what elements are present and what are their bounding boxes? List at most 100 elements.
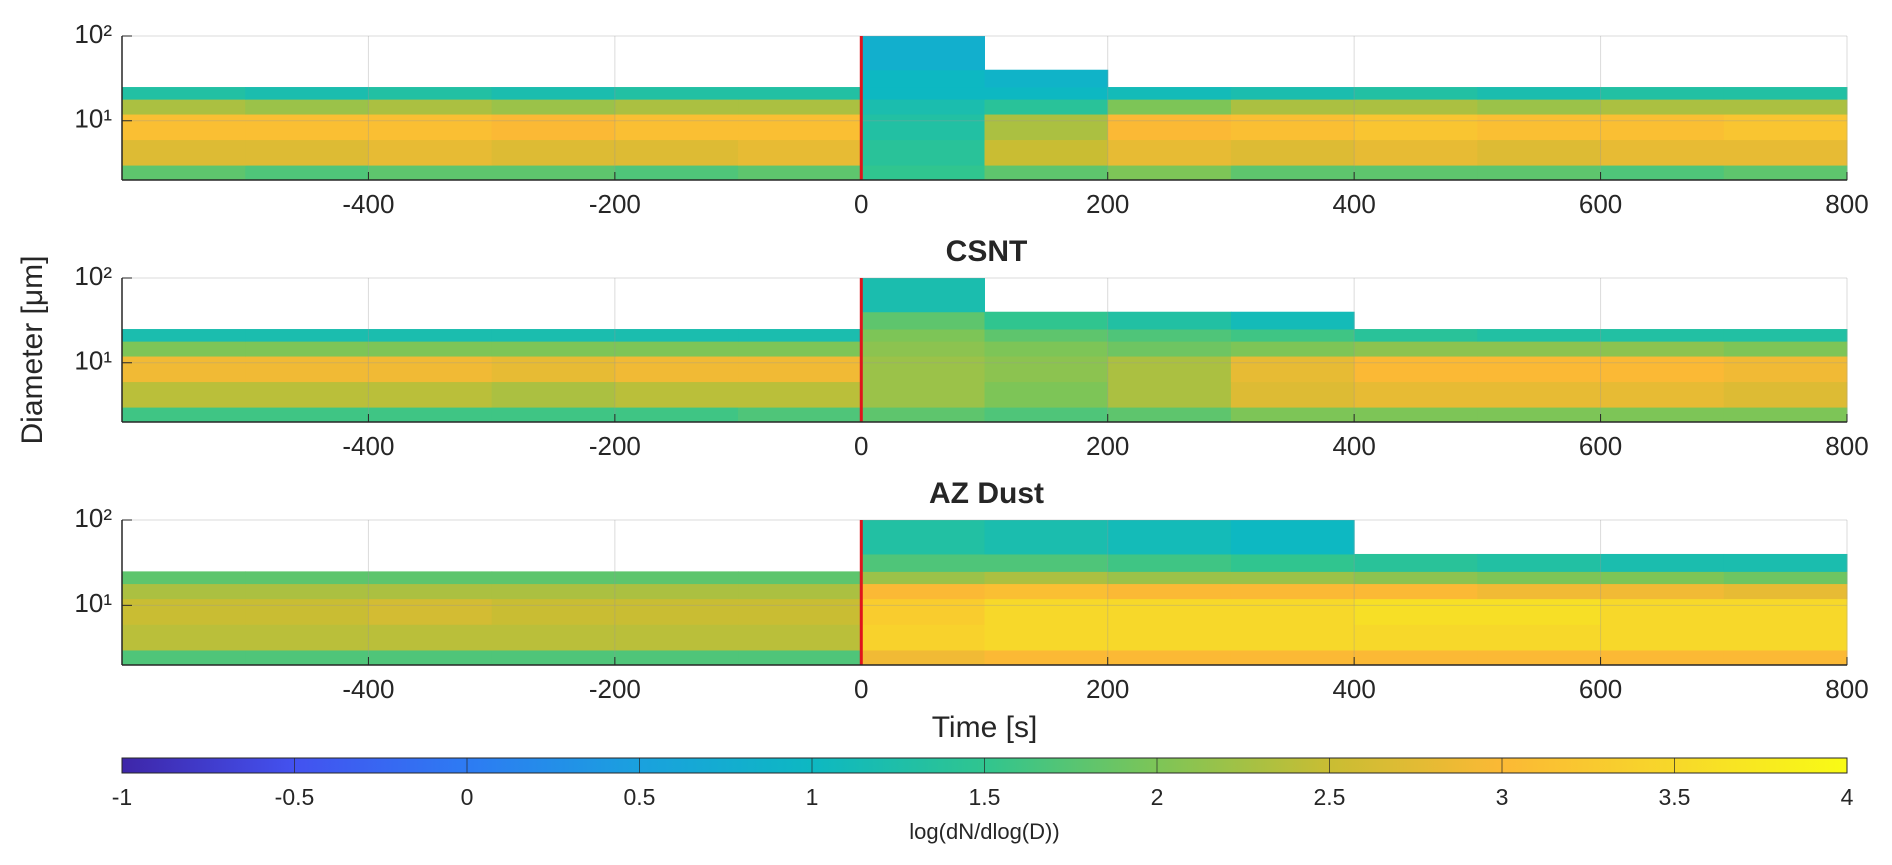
heat-cell xyxy=(368,356,493,383)
x-tick-label: 400 xyxy=(1332,674,1375,704)
heat-cell xyxy=(1723,624,1848,651)
heat-cell xyxy=(122,114,246,141)
heat-cell xyxy=(1723,553,1848,572)
heat-cell xyxy=(984,407,1109,423)
heat-cell xyxy=(1230,407,1355,423)
heat-cell xyxy=(861,381,985,408)
heat-cell xyxy=(1600,87,1725,100)
heat-cell xyxy=(861,520,985,555)
heat-cell xyxy=(368,114,493,141)
heat-cell xyxy=(984,381,1109,408)
x-tick-label: 200 xyxy=(1086,189,1129,219)
heat-cell xyxy=(1723,649,1848,666)
heat-cell xyxy=(1107,114,1232,141)
heat-cell xyxy=(984,165,1109,181)
heat-cell xyxy=(1723,165,1848,181)
heat-cell xyxy=(1354,329,1478,342)
heat-cell xyxy=(614,99,739,115)
heat-cell xyxy=(1723,341,1848,357)
heat-cell xyxy=(1230,571,1355,585)
panel-title: AZ Dust xyxy=(929,477,1044,510)
y-tick-label: 10² xyxy=(74,503,112,533)
heat-cell xyxy=(861,341,985,357)
heat-cell xyxy=(861,99,985,115)
heat-cell xyxy=(491,329,616,342)
heat-cell xyxy=(491,356,616,383)
heat-cell xyxy=(984,311,1109,330)
x-tick-label: 600 xyxy=(1579,189,1622,219)
colorbar-label: log(dN/dlog(D)) xyxy=(909,819,1059,844)
heat-cell xyxy=(861,356,985,383)
heat-cell xyxy=(1354,624,1478,651)
heat-cell xyxy=(1723,407,1848,423)
heat-cell xyxy=(368,583,493,600)
heat-cell xyxy=(738,649,862,666)
heat-cell xyxy=(1600,649,1725,666)
heat-cell xyxy=(122,583,246,600)
heat-cell xyxy=(1354,356,1478,383)
heat-cell xyxy=(1230,624,1355,651)
heat-cell xyxy=(738,356,862,383)
heat-cell xyxy=(245,87,369,100)
heat-cell xyxy=(368,624,493,651)
heat-cell xyxy=(1723,381,1848,408)
heat-cell xyxy=(368,165,493,181)
heat-cell xyxy=(614,341,739,357)
heat-cell xyxy=(1107,329,1232,342)
heat-cell xyxy=(861,69,985,88)
heat-cell xyxy=(1354,114,1478,141)
heat-cell xyxy=(1477,114,1602,141)
heat-cell xyxy=(245,583,369,600)
heat-cell xyxy=(861,571,985,585)
y-axis-label: Diameter [μm] xyxy=(16,256,49,445)
heat-cell xyxy=(1354,87,1478,100)
heat-cell xyxy=(984,624,1109,651)
colorbar-tick-label: 3.5 xyxy=(1659,784,1691,810)
heat-cell xyxy=(368,341,493,357)
heat-cell xyxy=(1107,649,1232,666)
heat-cell xyxy=(1230,341,1355,357)
heat-cell xyxy=(738,87,862,100)
heat-cell xyxy=(1477,329,1602,342)
heat-cell xyxy=(491,114,616,141)
heat-cell xyxy=(1477,553,1602,572)
heat-cell xyxy=(861,87,985,100)
heat-cell xyxy=(984,571,1109,585)
heat-cell xyxy=(1600,341,1725,357)
heat-cell xyxy=(1477,356,1602,383)
heat-cell xyxy=(738,407,862,423)
heat-cell xyxy=(1477,583,1602,600)
heat-cell xyxy=(1230,598,1355,625)
x-tick-label: 0 xyxy=(854,189,868,219)
x-tick-label: -400 xyxy=(342,674,394,704)
heat-cell xyxy=(1723,87,1848,100)
heat-cell xyxy=(122,165,246,181)
heat-cell xyxy=(1230,87,1355,100)
heat-cell xyxy=(861,329,985,342)
heat-cell xyxy=(861,649,985,666)
heat-cell xyxy=(1354,407,1478,423)
heat-cell xyxy=(122,571,246,585)
heat-cell xyxy=(1723,598,1848,625)
heat-cell xyxy=(1230,311,1355,330)
heat-cell xyxy=(245,356,369,383)
heat-cell xyxy=(368,598,493,625)
heat-cell xyxy=(1107,624,1232,651)
heat-cell xyxy=(245,329,369,342)
heat-cell xyxy=(861,311,985,330)
heat-cell xyxy=(1477,624,1602,651)
heat-cell xyxy=(984,87,1109,100)
heat-cell xyxy=(1723,356,1848,383)
heat-cell xyxy=(1354,99,1478,115)
heat-cell xyxy=(1477,649,1602,666)
heat-cell xyxy=(984,114,1109,141)
heat-cell xyxy=(861,165,985,181)
heat-cell xyxy=(738,624,862,651)
heat-cell xyxy=(1477,99,1602,115)
heat-cell xyxy=(1107,520,1232,555)
colorbar-tick-label: 3 xyxy=(1496,784,1509,810)
heat-cell xyxy=(1107,598,1232,625)
heat-cell xyxy=(614,114,739,141)
heat-cell xyxy=(1600,329,1725,342)
heat-cell xyxy=(861,583,985,600)
